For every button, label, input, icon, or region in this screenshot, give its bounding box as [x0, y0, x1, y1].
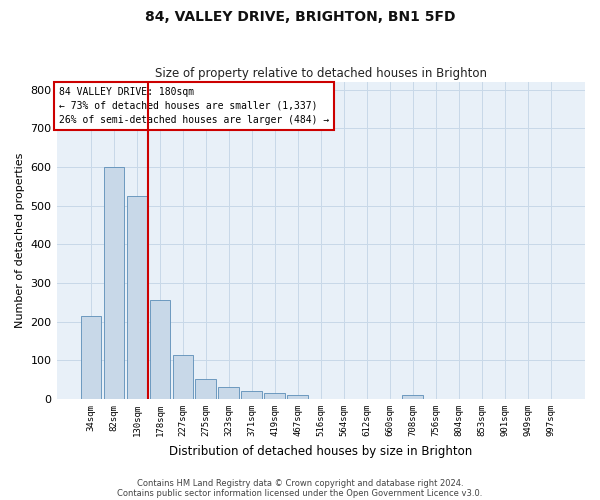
Text: Contains public sector information licensed under the Open Government Licence v3: Contains public sector information licen… — [118, 488, 482, 498]
Bar — [403, 395, 423, 399]
Text: 84 VALLEY DRIVE: 180sqm
← 73% of detached houses are smaller (1,337)
26% of semi: 84 VALLEY DRIVE: 180sqm ← 73% of detache… — [59, 87, 329, 125]
Title: Size of property relative to detached houses in Brighton: Size of property relative to detached ho… — [155, 66, 487, 80]
Bar — [127, 196, 147, 399]
Bar — [104, 167, 124, 399]
Bar — [196, 379, 216, 399]
Bar — [173, 354, 193, 399]
Bar — [149, 300, 170, 399]
Bar — [218, 386, 239, 399]
Text: 84, VALLEY DRIVE, BRIGHTON, BN1 5FD: 84, VALLEY DRIVE, BRIGHTON, BN1 5FD — [145, 10, 455, 24]
Bar — [241, 392, 262, 399]
Y-axis label: Number of detached properties: Number of detached properties — [15, 153, 25, 328]
X-axis label: Distribution of detached houses by size in Brighton: Distribution of detached houses by size … — [169, 444, 472, 458]
Bar — [80, 316, 101, 399]
Bar — [265, 394, 285, 399]
Text: Contains HM Land Registry data © Crown copyright and database right 2024.: Contains HM Land Registry data © Crown c… — [137, 478, 463, 488]
Bar — [287, 395, 308, 399]
